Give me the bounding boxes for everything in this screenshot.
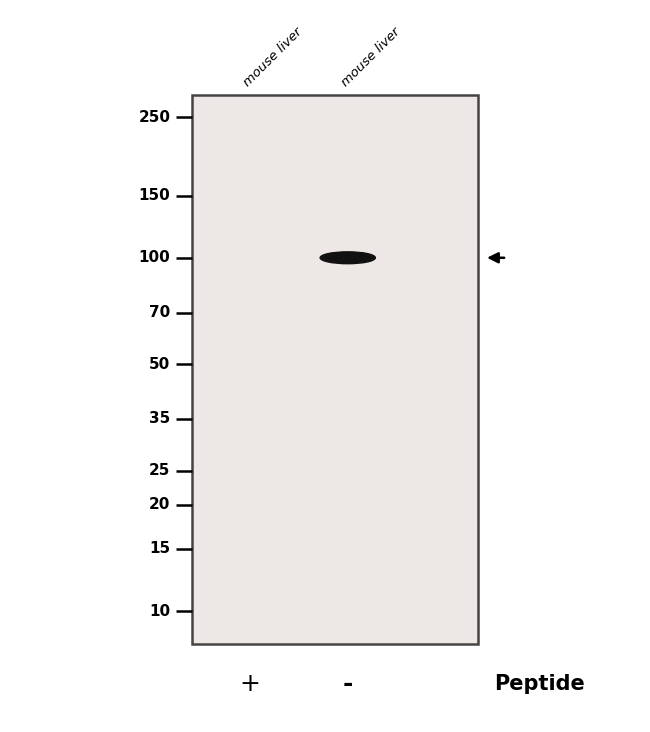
Text: 10: 10 [150,604,170,619]
Text: 20: 20 [149,497,170,512]
Ellipse shape [320,252,376,264]
Text: 25: 25 [149,463,170,478]
Text: +: + [240,673,261,696]
Text: 250: 250 [138,110,170,124]
Text: 50: 50 [149,356,170,372]
Text: 70: 70 [149,305,170,320]
Text: 35: 35 [149,411,170,427]
Text: 150: 150 [138,188,170,203]
Text: 100: 100 [138,250,170,265]
Bar [192,95,478,644]
Text: mouse liver: mouse liver [339,26,402,89]
Text: 15: 15 [150,542,170,556]
Text: mouse liver: mouse liver [241,26,305,89]
Text: -: - [343,673,353,696]
Text: Peptide: Peptide [494,674,585,695]
